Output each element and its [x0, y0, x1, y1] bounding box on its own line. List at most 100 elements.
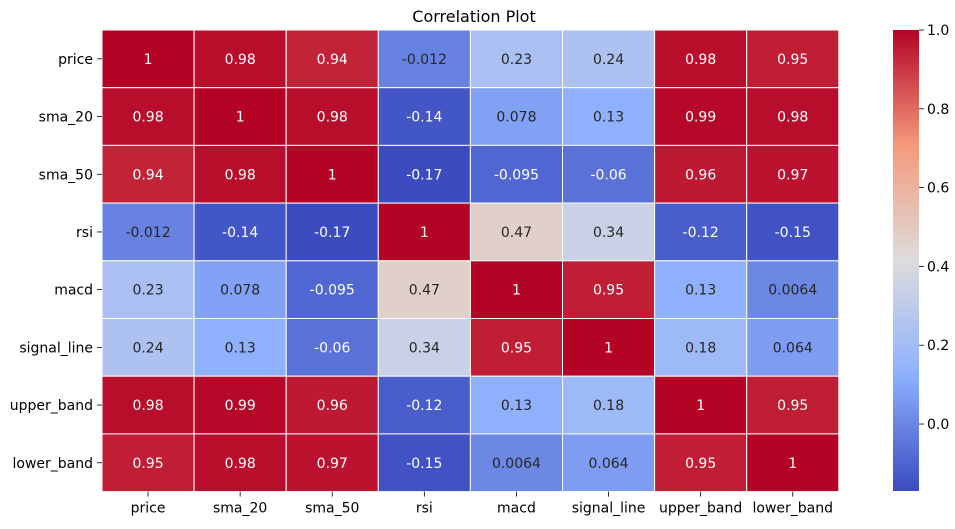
cell-value-label: 0.98 [225, 167, 256, 183]
colorbar-tick-label: 0.4 [927, 259, 949, 275]
heatmap-cell-price-rsi [377, 29, 471, 89]
heatmap-cell-price-price [101, 29, 195, 89]
cell-value-label: 0.95 [501, 340, 532, 356]
heatmap-cell-lower-band-lower-band [746, 433, 840, 493]
cell-value-label: -0.012 [402, 52, 447, 68]
cell-value-label: 0.98 [777, 110, 808, 126]
cell-value-label: 1 [788, 456, 797, 472]
x-axis-tick-labels: price sma_20 sma_50 rsi macd signal_line upper… [131, 491, 834, 517]
cell-value-label: -0.012 [125, 225, 170, 241]
cell-value-label: 0.47 [409, 283, 440, 299]
cell-value-label: 0.24 [593, 52, 624, 68]
heatmap-cell-upper-band-sma-20 [193, 375, 287, 435]
cell-value-label: 0.96 [685, 167, 716, 183]
cell-value-label: 0.95 [777, 398, 808, 414]
heatmap-cell-macd-lower-band [746, 260, 840, 319]
cell-value-label: 0.078 [496, 110, 536, 126]
cell-value-label: 0.34 [409, 340, 440, 356]
cell-value-label: 0.24 [132, 340, 163, 356]
cell-value-label: 0.18 [685, 340, 716, 356]
heatmap-cell-sma-20-rsi [377, 87, 471, 146]
cell-value-label: -0.095 [494, 167, 539, 183]
heatmap-cell-signal-line-sma-20 [193, 318, 287, 377]
heatmap-cell-sma-50-rsi [377, 144, 471, 204]
heatmap-cell-price-lower-band [746, 29, 840, 89]
cell-value-label: 1 [696, 398, 705, 414]
colorbar-tick-label: 0.0 [927, 417, 949, 433]
cell-value-label: 0.34 [593, 225, 624, 241]
cell-value-label: 1 [236, 110, 245, 126]
heatmap-cell-upper-band-sma-50 [285, 375, 379, 435]
chart-title: Correlation Plot [412, 7, 535, 26]
cell-value-label: 0.95 [132, 456, 163, 472]
y-tick-label-sma-50: sma_50 [39, 167, 93, 183]
y-tick-label-upper-band: upper_band [10, 398, 93, 414]
y-tick-label-price: price [58, 52, 93, 68]
cell-value-label: 0.23 [132, 283, 163, 299]
x-tick-label-sma-20: sma_20 [213, 501, 267, 517]
cell-value-label: 0.064 [773, 340, 813, 356]
cell-value-label: 0.98 [225, 52, 256, 68]
heatmap-cell-signal-line-upper-band [654, 318, 748, 377]
cell-value-label: 0.064 [589, 456, 629, 472]
cell-value-label: -0.14 [222, 225, 258, 241]
cell-value-label: -0.06 [314, 340, 350, 356]
x-tick-label-rsi: rsi [416, 501, 433, 517]
y-tick-label-rsi: rsi [76, 225, 93, 241]
heatmap-cell-macd-upper-band [654, 260, 748, 319]
heatmap-cell-upper-band-upper-band [654, 375, 748, 435]
colorbar-tick-label: 0.2 [927, 338, 949, 354]
heatmap-cell-rsi-upper-band [654, 202, 748, 262]
cell-value-label: 0.0064 [492, 456, 541, 472]
y-tick-label-macd: macd [54, 283, 93, 299]
cell-value-label: 0.13 [593, 110, 624, 126]
cell-value-label: 0.99 [685, 110, 716, 126]
heatmap-cell-sma-20-lower-band [746, 87, 840, 146]
heatmap-cell-price-signal-line [562, 29, 656, 89]
heatmap-cell-macd-signal-line [562, 260, 656, 319]
heatmap-cell-price-sma-50 [285, 29, 379, 89]
cell-value-label: 0.98 [132, 110, 163, 126]
cell-value-label: 0.23 [501, 52, 532, 68]
colorbar-tick-label: 1.0 [927, 23, 949, 39]
cell-value-label: 1 [144, 52, 153, 68]
heatmap-cell-upper-band-price [101, 375, 195, 435]
y-tick-label-lower-band: lower_band [13, 456, 94, 472]
cell-value-label: 0.94 [132, 167, 163, 183]
cell-value-label: 0.95 [593, 283, 624, 299]
heatmap-cell-rsi-macd [469, 202, 563, 262]
cell-value-label: 0.98 [685, 52, 716, 68]
heatmap-cell-upper-band-signal-line [562, 375, 656, 435]
cell-value-label: 1 [512, 283, 521, 299]
cell-value-label: 0.98 [317, 110, 348, 126]
cell-value-label: 0.0064 [768, 283, 817, 299]
cell-value-label: 0.97 [777, 167, 808, 183]
cell-value-label: 0.18 [593, 398, 624, 414]
cell-value-label: -0.14 [406, 110, 442, 126]
x-tick-label-price: price [131, 501, 166, 517]
x-tick-label-lower-band: lower_band [753, 501, 834, 517]
heatmap-cell-upper-band-lower-band [746, 375, 840, 435]
cell-value-label: 0.97 [317, 456, 348, 472]
cell-value-label: 0.98 [132, 398, 163, 414]
cell-value-label: 1 [328, 167, 337, 183]
heatmap-cell-price-sma-20 [193, 29, 287, 89]
heatmap-cell-rsi-rsi [377, 202, 471, 262]
x-tick-label-signal-line: signal_line [572, 501, 646, 517]
cell-value-label: 0.94 [317, 52, 348, 68]
cell-value-label: 1 [604, 340, 613, 356]
y-tick-label-signal-line: signal_line [19, 340, 93, 356]
heatmap-cell-sma-20-signal-line [562, 87, 656, 146]
x-tick-label-sma-50: sma_50 [305, 501, 359, 517]
cell-value-label: -0.17 [314, 225, 350, 241]
heatmap-cell-sma-50-sma-50 [285, 144, 379, 204]
heatmap-cell-signal-line-sma-50 [285, 318, 379, 377]
heatmap-cell-upper-band-macd [469, 375, 563, 435]
heatmap-cell-lower-band-macd [469, 433, 563, 493]
cell-value-label: 0.98 [225, 456, 256, 472]
cell-value-label: 0.13 [225, 340, 256, 356]
colorbar: 0.0 0.2 0.4 0.6 0.8 1.0 [893, 23, 949, 491]
colorbar-tick-label: 0.6 [927, 181, 949, 197]
heatmap-cell-lower-band-sma-50 [285, 433, 379, 493]
heatmap-cell-rsi-price [101, 202, 195, 262]
